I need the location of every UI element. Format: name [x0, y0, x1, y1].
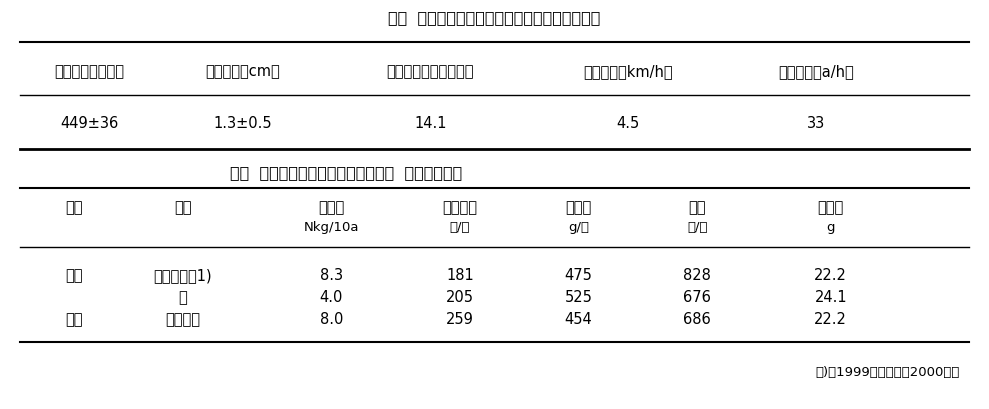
Text: 8.0: 8.0	[319, 312, 343, 326]
Text: 475: 475	[565, 267, 592, 282]
Text: 8.3: 8.3	[319, 267, 343, 282]
Text: 686: 686	[683, 312, 711, 326]
Text: 454: 454	[565, 312, 592, 326]
Text: 205: 205	[446, 290, 474, 304]
Text: Nkg/10a: Nkg/10a	[304, 220, 359, 234]
Text: 181: 181	[446, 267, 474, 282]
Text: 千粒重: 千粒重	[818, 200, 844, 215]
Text: 地表面露出割合（％）: 地表面露出割合（％）	[387, 64, 474, 79]
Text: 作業速度（km/h）: 作業速度（km/h）	[584, 64, 673, 79]
Text: 播種深さ（cm）: 播種深さ（cm）	[205, 64, 280, 79]
Text: 場所: 場所	[65, 200, 83, 215]
Text: 828: 828	[683, 267, 711, 282]
Text: 4.5: 4.5	[616, 115, 640, 130]
Text: 〃: 〃	[179, 290, 187, 304]
Text: 苗立ち数: 苗立ち数	[442, 200, 478, 215]
Text: g: g	[827, 220, 835, 234]
Text: 22.2: 22.2	[814, 267, 848, 282]
Text: 259: 259	[446, 312, 474, 326]
Text: 1.3±0.5: 1.3±0.5	[213, 115, 272, 130]
Text: 本/㎡: 本/㎡	[687, 220, 707, 234]
Text: 本/㎡: 本/㎡	[450, 220, 470, 234]
Text: 4.0: 4.0	[319, 290, 343, 304]
Text: 精玄米: 精玄米	[566, 200, 591, 215]
Text: 穂数: 穂数	[688, 200, 706, 215]
Text: ほしのゆめ1): ほしのゆめ1)	[153, 267, 213, 282]
Text: 当麻: 当麻	[65, 312, 83, 326]
Text: 播種量（粒／㎡）: 播種量（粒／㎡）	[54, 64, 124, 79]
Text: 表１  圃場試験での播種量、播種精度と作業能率: 表１ 圃場試験での播種量、播種精度と作業能率	[389, 10, 600, 25]
Text: 峰延: 峰延	[65, 267, 83, 282]
Text: １)は1999年度、他は2000年度: １)は1999年度、他は2000年度	[815, 365, 959, 378]
Text: 施肥量: 施肥量	[318, 200, 344, 215]
Text: 24.1: 24.1	[815, 290, 847, 304]
Text: 品種: 品種	[174, 200, 192, 215]
Text: ゆきまる: ゆきまる	[165, 312, 201, 326]
Text: 表２  不耕起直播水稲の苗立数と収量  （現地実証）: 表２ 不耕起直播水稲の苗立数と収量 （現地実証）	[230, 164, 462, 180]
Text: 33: 33	[807, 115, 825, 130]
Text: 22.2: 22.2	[814, 312, 848, 326]
Text: g/㎡: g/㎡	[568, 220, 589, 234]
Text: 449±36: 449±36	[60, 115, 118, 130]
Text: 作業能率（a/h）: 作業能率（a/h）	[778, 64, 854, 79]
Text: 525: 525	[565, 290, 592, 304]
Text: 14.1: 14.1	[414, 115, 446, 130]
Text: 676: 676	[683, 290, 711, 304]
